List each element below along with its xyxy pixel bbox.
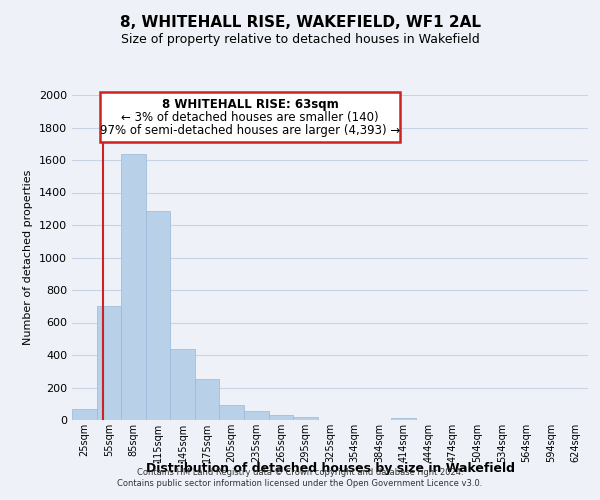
Bar [72, 410, 97, 420]
Text: Contains HM Land Registry data © Crown copyright and database right 2024.
Contai: Contains HM Land Registry data © Crown c… [118, 468, 482, 487]
Bar [293, 417, 318, 420]
Bar [220, 406, 244, 420]
Text: 8 WHITEHALL RISE: 63sqm: 8 WHITEHALL RISE: 63sqm [161, 98, 338, 112]
Bar [170, 350, 195, 420]
FancyBboxPatch shape [100, 92, 400, 142]
Bar [244, 411, 269, 420]
Bar [121, 154, 146, 420]
Text: 8, WHITEHALL RISE, WAKEFIELD, WF1 2AL: 8, WHITEHALL RISE, WAKEFIELD, WF1 2AL [119, 15, 481, 30]
Bar [269, 415, 293, 420]
Text: Distribution of detached houses by size in Wakefield: Distribution of detached houses by size … [146, 462, 515, 475]
Text: ← 3% of detached houses are smaller (140): ← 3% of detached houses are smaller (140… [121, 112, 379, 124]
Bar [97, 306, 121, 420]
Text: Size of property relative to detached houses in Wakefield: Size of property relative to detached ho… [121, 32, 479, 46]
Y-axis label: Number of detached properties: Number of detached properties [23, 170, 34, 345]
Bar [146, 211, 170, 420]
Text: 97% of semi-detached houses are larger (4,393) →: 97% of semi-detached houses are larger (… [100, 124, 400, 137]
Bar [195, 378, 220, 420]
Bar [391, 418, 416, 420]
